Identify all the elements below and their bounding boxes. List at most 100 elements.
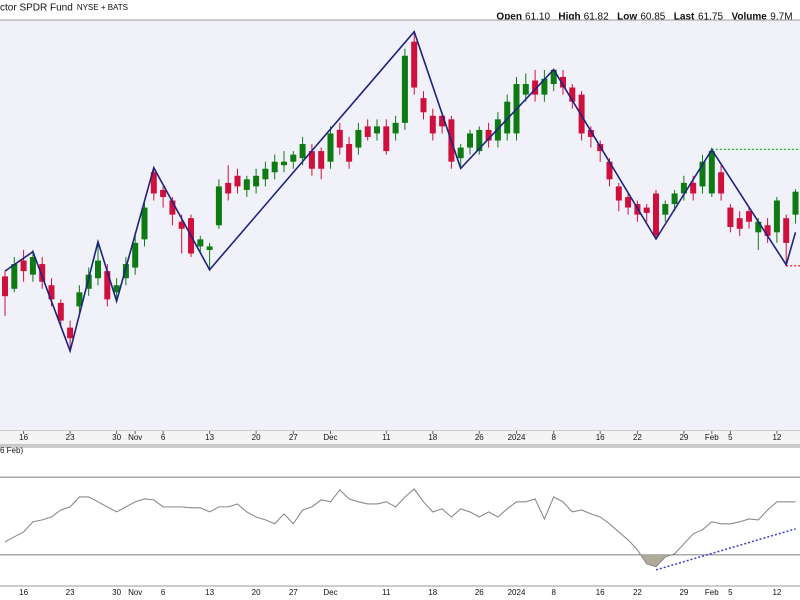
zigzag [4,30,797,354]
candle-body [346,144,353,162]
x-tick-label: 16 [19,433,28,442]
indicator-title: 6 Feb) [0,446,23,455]
x-tick-label: Dec [323,433,337,442]
candle-body [569,87,576,102]
x-tick-label: 6 [161,588,166,597]
candle-body [169,200,176,215]
candle-body [457,147,464,159]
candle-body [215,186,222,226]
candle-body [76,292,83,307]
candle-body [290,154,297,162]
candle-body [225,182,232,194]
quote-value: 60.85 [640,12,665,23]
x-tick-label: Feb [705,433,719,442]
candle-body [318,151,325,169]
candle-body [792,191,799,215]
quote-value: 9.7M [770,12,792,23]
candle-body [392,122,399,134]
candle-body [336,129,343,148]
x-tick-label: 2024 [508,588,526,597]
candle-body [2,276,8,297]
x-tick-label: 22 [633,433,642,442]
candle-body [150,172,157,194]
x-tick-label: 26 [475,588,484,597]
candle-body [578,94,585,134]
candle-body [429,115,436,134]
candle-body [560,76,566,88]
candle-body [550,69,557,85]
plot-bg [0,20,800,430]
quote-value: 61.10 [525,12,550,23]
candle-body [308,151,315,169]
x-tick-label: 16 [596,588,605,597]
candle-body [773,200,780,233]
x-tick-label: 20 [252,433,261,442]
quote-label: Low [617,12,637,23]
x-tick-label: Nov [128,433,142,442]
candle-body [48,285,55,300]
x-tick-label: 18 [428,433,437,442]
candle-body [95,260,101,279]
candle-body [708,151,715,194]
candle-body [85,274,92,289]
x-tick-label: 6 [161,433,166,442]
candle-body [11,264,18,289]
x-tick-label: 12 [772,588,781,597]
x-tick-label: 20 [252,588,261,597]
x-tick-label: 26 [475,433,484,442]
candle-body [57,302,64,321]
candle-body [234,175,241,187]
candle-body [327,133,334,162]
x-tick-label: 8 [551,588,556,597]
candle-body [625,196,632,208]
quote-value: 61.82 [584,12,609,23]
candle-body [727,207,734,227]
candle-body [467,133,473,148]
candle-body [374,126,380,134]
x-tick-label: 30 [112,433,121,442]
candle-body [299,144,306,159]
candle-body [383,126,390,152]
x-tick-label: 23 [66,588,75,597]
candle-body [736,218,743,229]
candle-body [29,257,36,275]
candle-body [532,80,539,95]
x-tick-label: Nov [128,588,142,597]
candle-body [504,101,511,134]
quote-label: Last [674,12,695,23]
candle-body [699,161,706,187]
x-tick-label: 18 [428,588,437,597]
candle-body [141,207,148,240]
candle-body [206,246,213,250]
quote-label: Open [496,12,522,23]
candle-body [653,193,659,236]
x-tick-label: 12 [772,433,781,442]
x-tick-label: 8 [551,433,556,442]
x-tick-label: 27 [289,433,298,442]
candle-body [671,193,678,205]
candle-body [243,179,250,190]
candle-body [132,242,139,268]
quote-label: High [558,12,580,23]
candle-body [746,211,752,222]
x-tick-label: 27 [289,588,298,597]
candle-body [271,161,278,173]
candle-body [364,126,371,137]
axis-bg [0,431,800,445]
x-tick-label: 23 [66,433,75,442]
candle-body [104,271,111,300]
x-tick-label: 5 [728,588,733,597]
candle-body [718,172,725,194]
candle-body [615,186,622,201]
candle-body [197,239,204,247]
candle-body [587,129,594,137]
candle-body [281,161,287,166]
candle-body [783,218,790,243]
candle-body [755,221,762,233]
x-tick-label: 13 [205,433,214,442]
candle-body [522,84,529,95]
candle-body [541,78,548,95]
candle-body [420,98,427,113]
candle-body [253,175,260,187]
exchange: NYSE + BATS [77,3,128,12]
